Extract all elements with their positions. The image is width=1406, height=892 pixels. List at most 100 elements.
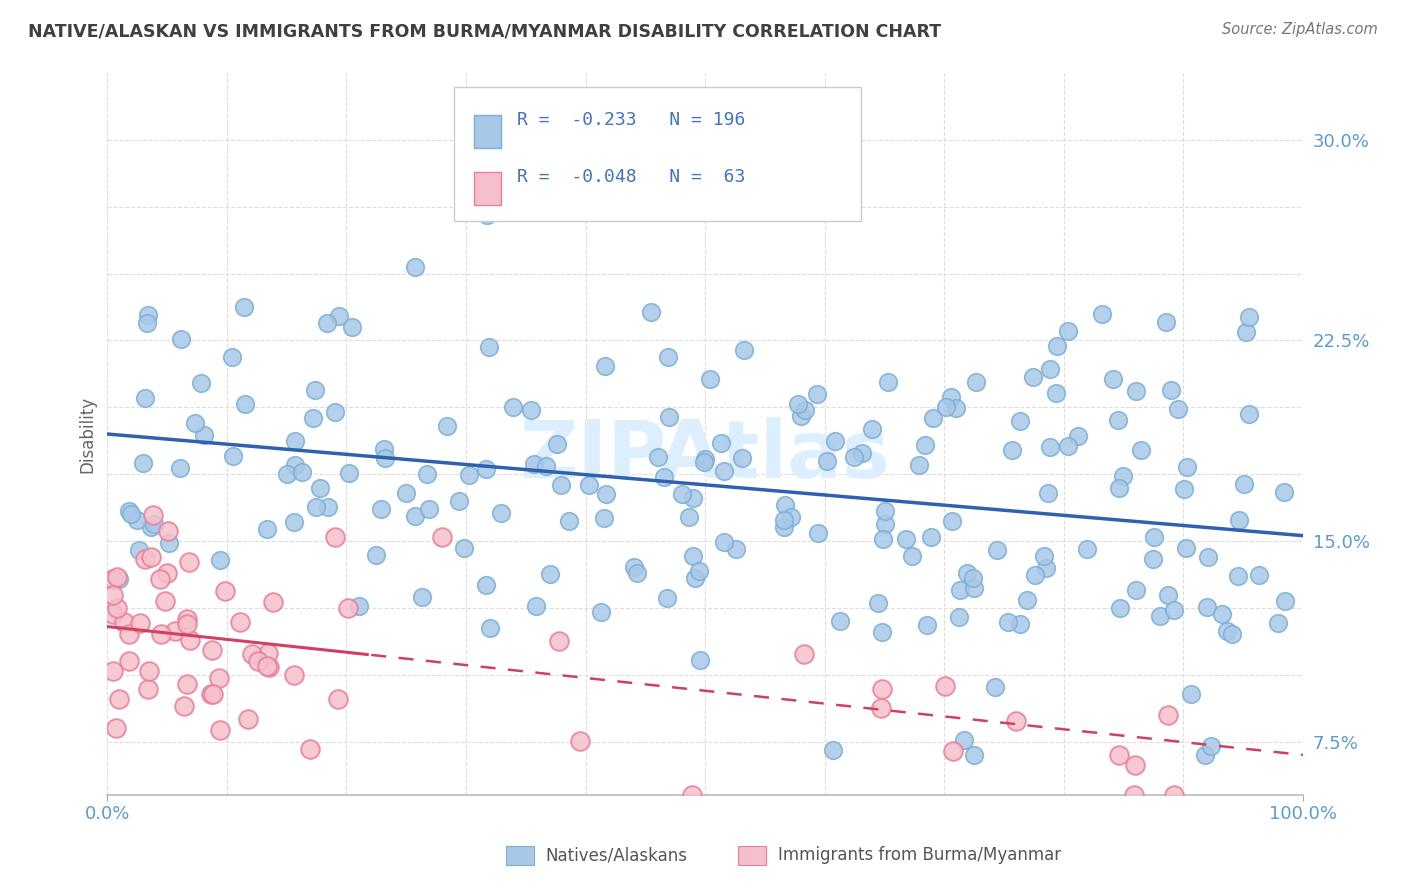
Point	[851, 446, 873, 460]
Point	[395, 486, 418, 500]
Point	[155, 593, 177, 607]
Point	[103, 664, 125, 678]
Point	[323, 405, 346, 419]
Text: R =  -0.048   N =  63: R = -0.048 N = 63	[517, 168, 745, 186]
Point	[305, 500, 328, 515]
Point	[134, 552, 156, 566]
Point	[963, 582, 986, 596]
Point	[156, 524, 179, 538]
Point	[956, 566, 979, 580]
Point	[326, 691, 349, 706]
Point	[578, 478, 600, 492]
Point	[921, 411, 943, 425]
Point	[678, 510, 700, 524]
Point	[364, 548, 387, 562]
Point	[593, 359, 616, 374]
Point	[478, 340, 501, 354]
Point	[626, 566, 648, 581]
Point	[430, 530, 453, 544]
Point	[118, 654, 141, 668]
FancyBboxPatch shape	[474, 172, 501, 205]
Point	[907, 458, 929, 472]
Point	[105, 601, 128, 615]
Point	[1143, 530, 1166, 544]
Point	[658, 410, 681, 425]
Point	[316, 316, 339, 330]
Point	[256, 522, 278, 536]
Point	[156, 566, 179, 580]
Point	[685, 571, 707, 585]
Point	[1249, 567, 1271, 582]
Point	[962, 571, 984, 585]
Point	[965, 376, 987, 390]
Point	[873, 516, 896, 531]
Point	[157, 536, 180, 550]
Point	[209, 553, 232, 567]
Point	[328, 309, 350, 323]
Point	[709, 435, 731, 450]
Point	[1004, 714, 1026, 729]
Point	[945, 401, 967, 415]
Point	[475, 462, 498, 476]
Point	[595, 487, 617, 501]
Point	[873, 504, 896, 518]
Point	[1239, 310, 1261, 324]
Point	[815, 453, 838, 467]
Point	[316, 500, 339, 515]
Point	[692, 455, 714, 469]
FancyBboxPatch shape	[474, 115, 501, 148]
Point	[247, 654, 270, 668]
Point	[623, 560, 645, 574]
Text: NATIVE/ALASKAN VS IMMIGRANTS FROM BURMA/MYANMAR DISABILITY CORRELATION CHART: NATIVE/ALASKAN VS IMMIGRANTS FROM BURMA/…	[28, 22, 941, 40]
Point	[538, 566, 561, 581]
Point	[139, 520, 162, 534]
Point	[1163, 788, 1185, 802]
Point	[173, 699, 195, 714]
Point	[671, 487, 693, 501]
Point	[1057, 324, 1080, 338]
Point	[872, 532, 894, 546]
Point	[136, 316, 159, 330]
Point	[337, 466, 360, 480]
Point	[489, 506, 512, 520]
Point	[860, 422, 883, 436]
Point	[870, 701, 893, 715]
Point	[142, 508, 165, 522]
Point	[118, 626, 141, 640]
Point	[1001, 442, 1024, 457]
Point	[149, 572, 172, 586]
Point	[370, 502, 392, 516]
Point	[1267, 616, 1289, 631]
Point	[657, 350, 679, 364]
Point	[823, 743, 845, 757]
Point	[184, 417, 207, 431]
Point	[136, 308, 159, 322]
Point	[193, 428, 215, 442]
Point	[773, 498, 796, 512]
Point	[436, 419, 458, 434]
Point	[1239, 407, 1261, 421]
Point	[1197, 549, 1219, 564]
Point	[1107, 413, 1129, 427]
Point	[524, 599, 547, 614]
Point	[949, 583, 972, 598]
Point	[179, 633, 201, 648]
Point	[682, 491, 704, 506]
Point	[1157, 588, 1180, 602]
Point	[695, 452, 717, 467]
Point	[136, 681, 159, 696]
Point	[1163, 603, 1185, 617]
Point	[129, 615, 152, 630]
Point	[1021, 370, 1043, 384]
Point	[453, 541, 475, 556]
Point	[190, 376, 212, 390]
Point	[793, 403, 815, 417]
Point	[787, 397, 810, 411]
Point	[681, 788, 703, 802]
FancyBboxPatch shape	[454, 87, 860, 221]
Point	[520, 402, 543, 417]
Point	[1036, 486, 1059, 500]
Point	[1067, 429, 1090, 443]
Point	[103, 607, 125, 622]
Point	[304, 384, 326, 398]
